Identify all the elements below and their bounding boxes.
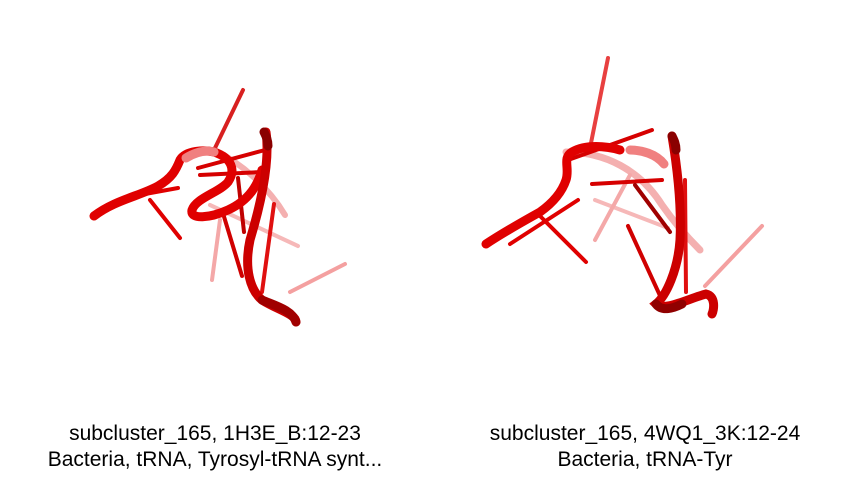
rna-cartoon-render-4wq1: [481, 56, 764, 319]
rna-cartoon-render-1h3e: [89, 88, 347, 327]
structure-caption-subtitle: Bacteria, tRNA-Tyr: [557, 448, 733, 471]
structure-panel-4wq1: subcluster_165, 4WQ1_3K:12-24 Bacteria, …: [430, 0, 860, 480]
structure-caption-title: subcluster_165, 4WQ1_3K:12-24: [489, 422, 801, 445]
structure-panel-1h3e: subcluster_165, 1H3E_B:12-23 Bacteria, t…: [47, 88, 383, 471]
structure-caption-title: subcluster_165, 1H3E_B:12-23: [69, 422, 361, 445]
structure-caption-subtitle: Bacteria, tRNA, Tyrosyl-tRNA synt...: [47, 448, 383, 471]
